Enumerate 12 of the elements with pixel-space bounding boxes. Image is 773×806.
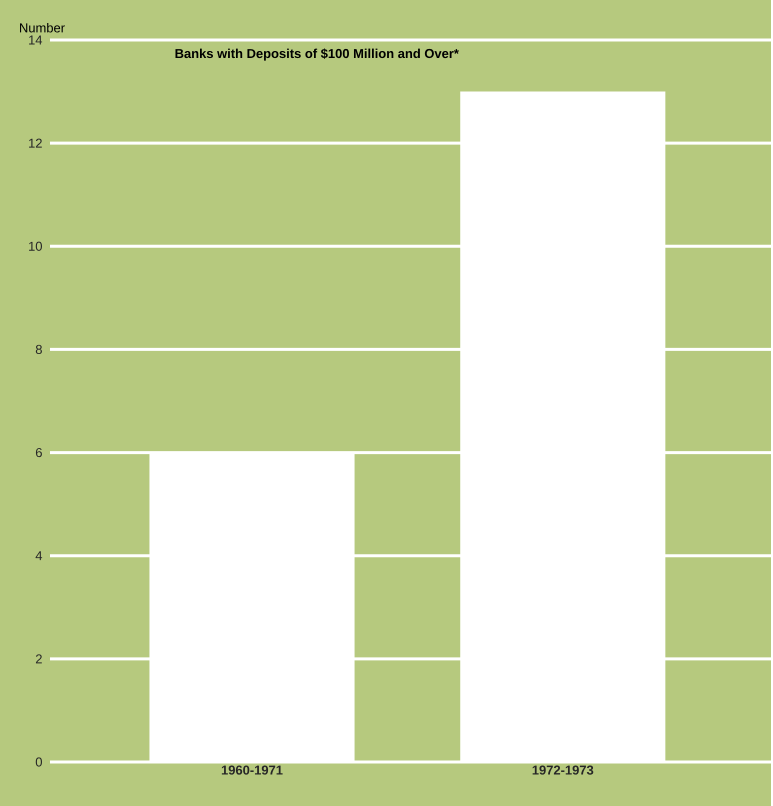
- y-axis-title: Number: [20, 22, 66, 32]
- x-tick-label: 1972-1973: [532, 766, 594, 775]
- y-tick-label: 14: [29, 36, 42, 44]
- y-tick-label: 4: [36, 551, 42, 560]
- text: Banks with Deposits of $100 Million and Over*: [176, 48, 460, 61]
- y-tick-label: 0: [36, 757, 42, 767]
- y-tick-label: 6: [36, 448, 42, 458]
- x-tick-label: 1960-1971: [222, 766, 283, 775]
- y-tick-label: 2: [36, 654, 42, 664]
- y-tick-label: 10: [29, 242, 42, 251]
- y-tick-label: 12: [29, 138, 42, 148]
- y-tick-label: 8: [36, 344, 42, 354]
